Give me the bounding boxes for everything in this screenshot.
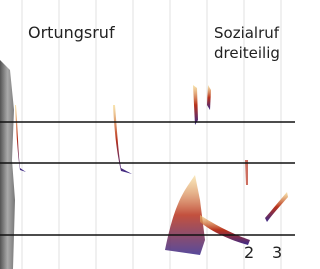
label: Sozialruf [214,24,280,42]
page: {"labels": {"left_call": "Ortungsruf", "… [0,0,295,269]
label: dreiteilig [214,44,280,62]
spectrogram: Ortungsruf Sozialruf dreiteilig 2 3 [0,0,295,269]
label: 2 [244,243,254,262]
label: 3 [272,243,282,262]
label: Ortungsruf [28,23,115,42]
